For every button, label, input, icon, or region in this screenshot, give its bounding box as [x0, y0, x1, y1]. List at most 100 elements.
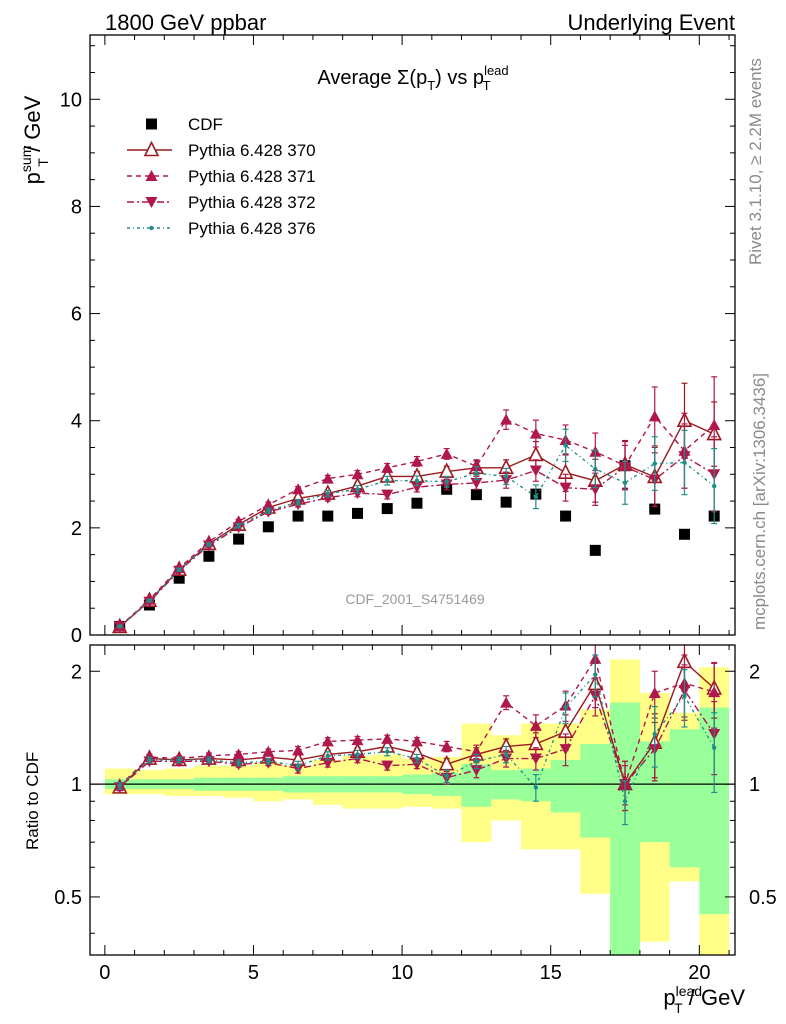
data-point — [147, 598, 152, 603]
data-point — [444, 479, 449, 484]
data-point — [410, 735, 423, 747]
data-point — [146, 118, 157, 130]
data-point — [470, 477, 483, 489]
data-point — [648, 686, 661, 698]
data-point — [593, 466, 598, 472]
svg-text:psumT / GeV: psumT / GeV — [18, 95, 51, 184]
data-point — [206, 542, 212, 547]
legend-label: Pythia 6.428 370 — [188, 141, 316, 160]
data-point — [173, 572, 185, 584]
data-point — [266, 508, 271, 513]
data-point — [528, 445, 544, 462]
mcplots-credit-label: mcplots.cern.ch [arXiv:1306.3436] — [750, 372, 769, 630]
analysis-watermark: CDF_2001_S4751469 — [345, 591, 485, 607]
data-point — [295, 763, 301, 768]
data-point — [593, 672, 598, 677]
legend-entry-1: Pythia 6.428 370 — [127, 140, 316, 160]
data-point — [563, 443, 568, 448]
data-point — [321, 735, 334, 747]
data-point — [143, 140, 160, 157]
lower-frame — [89, 644, 736, 956]
data-point — [470, 460, 483, 472]
data-point — [589, 484, 602, 496]
x-axis-label: plead T / GeV — [663, 983, 745, 1016]
data-point — [266, 759, 271, 764]
series-line — [119, 415, 715, 627]
lower-series-layer — [111, 645, 722, 826]
data-point — [321, 492, 334, 504]
data-point — [529, 753, 542, 765]
data-point — [503, 752, 509, 757]
data-point — [411, 497, 423, 509]
data-point — [470, 489, 482, 501]
header-process: Underlying Event — [567, 10, 735, 35]
header-energy: 1800 GeV ppbar — [105, 10, 266, 35]
data-point — [232, 748, 245, 760]
data-point — [145, 197, 158, 208]
data-point — [292, 744, 305, 756]
ratio-bands — [104, 659, 730, 955]
y-tick-label: 4 — [71, 411, 82, 433]
data-point — [321, 472, 334, 484]
data-point — [233, 533, 245, 545]
data-point — [440, 447, 453, 459]
data-point — [649, 503, 661, 515]
data-point — [355, 752, 360, 757]
stat-uncertainty-band — [580, 743, 611, 838]
data-point — [351, 734, 364, 746]
data-point — [589, 544, 601, 556]
data-point — [622, 480, 628, 486]
y-tick-label-right: 1 — [749, 774, 760, 796]
x-tick-label: 10 — [391, 962, 413, 984]
data-point — [322, 510, 334, 522]
y-tick-label: 8 — [71, 196, 82, 218]
data-point — [474, 759, 479, 764]
stat-uncertainty-band — [491, 770, 521, 800]
y-tick-label: 10 — [60, 89, 82, 111]
legend-label: CDF — [188, 115, 223, 134]
x-tick-label: 20 — [688, 962, 710, 984]
data-point — [708, 419, 721, 430]
y-tick-label: 2 — [71, 661, 82, 683]
data-point — [176, 757, 182, 763]
data-point — [414, 478, 420, 483]
data-point — [529, 465, 542, 477]
data-point — [381, 461, 394, 473]
data-point — [325, 753, 330, 758]
data-point — [533, 785, 539, 790]
ratio-series-3 — [116, 654, 718, 826]
data-point — [385, 749, 390, 754]
legend-label: Pythia 6.428 376 — [188, 219, 316, 238]
data-point — [559, 482, 572, 494]
data-point — [117, 624, 122, 629]
data-point — [500, 496, 512, 508]
data-point — [410, 759, 423, 771]
legend-entry-4: Pythia 6.428 376 — [127, 219, 316, 238]
data-point — [149, 225, 154, 231]
y-tick-label: 0.5 — [54, 887, 82, 909]
y-tick-label: 0 — [71, 625, 82, 647]
data-point — [622, 799, 628, 804]
x-tick-label: 5 — [248, 962, 259, 984]
data-point — [292, 510, 304, 522]
legend-entry-2: Pythia 6.428 371 — [127, 167, 316, 186]
y-tick-label: 2 — [71, 518, 82, 540]
data-point — [474, 471, 479, 476]
legend-entry-0: CDF — [146, 115, 223, 134]
rivet-version-label: Rivet 3.1.10, ≥ 2.2M events — [746, 58, 765, 265]
data-point — [295, 499, 301, 505]
data-point — [500, 696, 513, 708]
data-point — [648, 410, 661, 422]
stat-uncertainty-band — [610, 702, 640, 955]
data-point — [262, 745, 275, 757]
data-point — [236, 760, 241, 765]
data-point — [414, 756, 420, 761]
data-point — [381, 489, 394, 501]
y-tick-label-right: 2 — [749, 661, 760, 683]
upper-y-axis-label: psumT / GeV — [18, 95, 51, 184]
data-point — [711, 745, 717, 750]
y-tick-label-right: 0.5 — [749, 887, 777, 909]
data-point — [533, 494, 539, 499]
data-point — [381, 503, 393, 515]
data-point — [652, 461, 657, 466]
